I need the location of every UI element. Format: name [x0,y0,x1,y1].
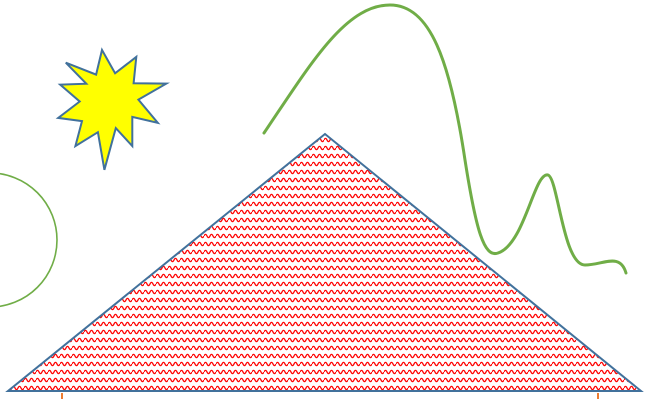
circle-outline [0,172,58,308]
freeform-curve [262,3,628,275]
triangle-shape [5,132,644,392]
sun-icon [55,47,170,171]
